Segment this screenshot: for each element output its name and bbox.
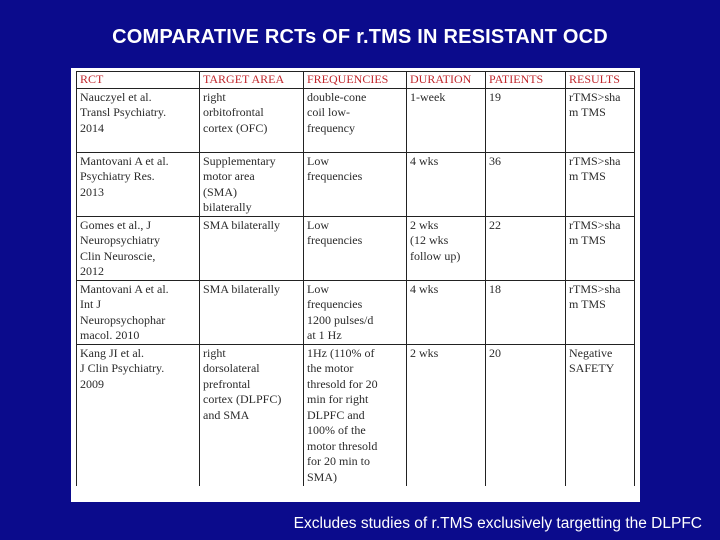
cell-patients: 36 <box>485 151 566 217</box>
cell-frequencies: double-cone coil low- frequency <box>303 87 407 153</box>
cell-rct: Gomes et al., J Neuropsychiatry Clin Neu… <box>76 215 200 281</box>
header-patients: PATIENTS <box>485 71 566 89</box>
cell-rct: Mantovani A et al. Psychiatry Res. 2013 <box>76 151 200 217</box>
cell-frequencies: Low frequencies <box>303 215 407 281</box>
table-row: Gomes et al., J Neuropsychiatry Clin Neu… <box>76 215 635 281</box>
table-header-row: RCT TARGET AREA FREQUENCIES DURATION PAT… <box>76 71 635 89</box>
cell-target-area: SMA bilaterally <box>199 215 304 281</box>
table-row: Kang JI et al. J Clin Psychiatry. 2009 r… <box>76 343 635 486</box>
cell-target-area: Supplementary motor area (SMA) bilateral… <box>199 151 304 217</box>
cell-patients: 19 <box>485 87 566 153</box>
rct-comparison-table: RCT TARGET AREA FREQUENCIES DURATION PAT… <box>76 71 635 486</box>
slide-title: COMPARATIVE RCTs OF r.TMS IN RESISTANT O… <box>112 26 608 48</box>
header-duration: DURATION <box>406 71 486 89</box>
cell-rct: Mantovani A et al. Int J Neuropsychophar… <box>76 279 200 345</box>
cell-patients: 20 <box>485 343 566 486</box>
cell-frequencies: Low frequencies <box>303 151 407 217</box>
cell-patients: 22 <box>485 215 566 281</box>
cell-rct: Nauczyel et al. Transl Psychiatry. 2014 <box>76 87 200 153</box>
cell-target-area: right orbitofrontal cortex (OFC) <box>199 87 304 153</box>
cell-duration: 2 wks <box>406 343 486 486</box>
cell-frequencies: Low frequencies 1200 pulses/d at 1 Hz <box>303 279 407 345</box>
cell-results: rTMS>sha m TMS <box>565 215 635 281</box>
cell-target-area: right dorsolateral prefrontal cortex (DL… <box>199 343 304 486</box>
cell-results: rTMS>sha m TMS <box>565 87 635 153</box>
cell-results: rTMS>sha m TMS <box>565 279 635 345</box>
cell-frequencies: 1Hz (110% of the motor thresold for 20 m… <box>303 343 407 486</box>
cell-results: Negative SAFETY <box>565 343 635 486</box>
cell-duration: 2 wks (12 wks follow up) <box>406 215 486 281</box>
cell-results: rTMS>sha m TMS <box>565 151 635 217</box>
header-rct: RCT <box>76 71 200 89</box>
header-target-area: TARGET AREA <box>199 71 304 89</box>
header-results: RESULTS <box>565 71 635 89</box>
header-frequencies: FREQUENCIES <box>303 71 407 89</box>
table-row: Nauczyel et al. Transl Psychiatry. 2014 … <box>76 87 635 153</box>
table-row: Mantovani A et al. Int J Neuropsychophar… <box>76 279 635 345</box>
footer-note: Excludes studies of r.TMS exclusively ta… <box>293 515 702 532</box>
cell-rct: Kang JI et al. J Clin Psychiatry. 2009 <box>76 343 200 486</box>
cell-duration: 4 wks <box>406 279 486 345</box>
cell-duration: 4 wks <box>406 151 486 217</box>
cell-duration: 1-week <box>406 87 486 153</box>
cell-patients: 18 <box>485 279 566 345</box>
cell-target-area: SMA bilaterally <box>199 279 304 345</box>
table-panel: RCT TARGET AREA FREQUENCIES DURATION PAT… <box>71 68 640 502</box>
table-row: Mantovani A et al. Psychiatry Res. 2013 … <box>76 151 635 217</box>
